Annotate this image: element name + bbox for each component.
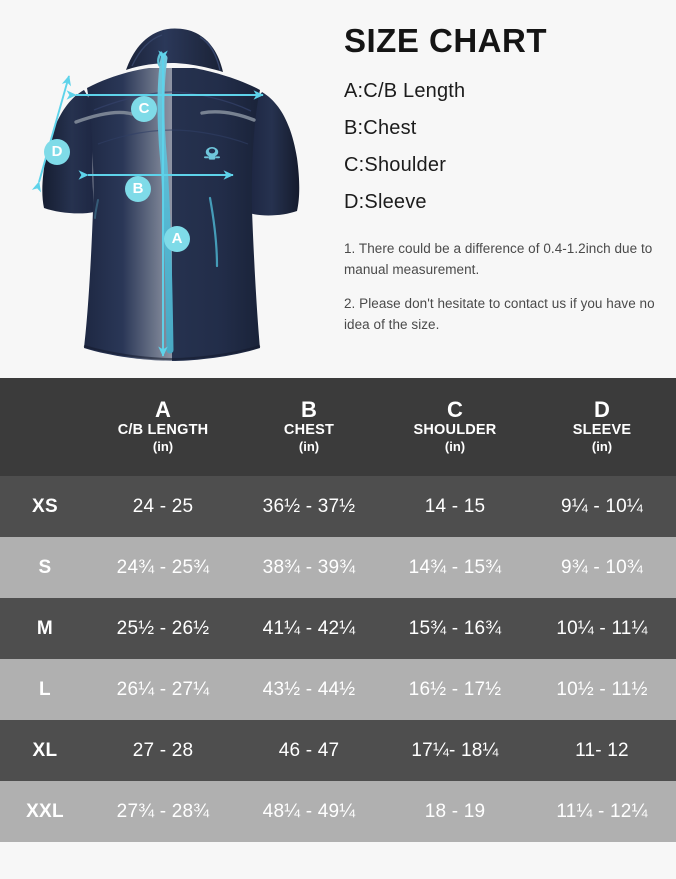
row-value-d: 10¼ - 11¼ (556, 617, 648, 639)
legend-item-b: B:Chest (344, 116, 417, 139)
notes-block: 1. There could be a difference of 0.4-1.… (344, 239, 662, 337)
diagram-marker-c: C (131, 96, 157, 122)
legend-item-d: D:Sleeve (344, 190, 427, 213)
row-value-d: 9¼ - 10¼ (561, 495, 643, 517)
header-unit-a: (in) (152, 438, 174, 454)
row-value-b: 38¾ - 39¾ (262, 556, 356, 578)
row-size-label: L (39, 678, 51, 700)
header-cell-a: A C/B LENGTH (in) (90, 378, 236, 476)
row-value-d: 11¼ - 12¼ (556, 800, 648, 822)
header-letter-b: B (301, 397, 317, 423)
chest-seam (97, 129, 249, 145)
reflective-stripe-right (200, 110, 256, 122)
collar-seam-left (131, 34, 163, 67)
row-value-a: 24 - 25 (132, 495, 194, 517)
header-name-c: SHOULDER (413, 422, 497, 439)
pocket-zip-right (208, 196, 219, 268)
header-name-a: C/B LENGTH (117, 422, 209, 439)
header-unit-d: (in) (591, 438, 613, 454)
table-row: XS 24 - 25 36½ - 37½ 14 - 15 9¼ - 10¼ (0, 476, 676, 537)
note-measurement-tolerance: 1. There could be a difference of 0.4-1.… (344, 240, 653, 277)
diagram-marker-b: B (125, 176, 151, 202)
jacket-right-sleeve (249, 92, 300, 216)
row-value-d: 9¾ - 10¾ (561, 556, 643, 578)
header-name-d: SLEEVE (572, 422, 632, 439)
pocket-zip-left (94, 199, 99, 219)
measure-arrow-d (31, 75, 71, 193)
jacket-illustration (31, 28, 300, 361)
size-table-head: A C/B LENGTH (in) B CHEST (in) C SHOULDE… (0, 378, 676, 476)
header-letter-c: C (447, 397, 463, 423)
row-value-c: 18 - 19 (424, 800, 486, 822)
page-title: SIZE CHART (344, 22, 547, 59)
row-value-b: 46 - 47 (278, 739, 340, 761)
table-header-row: A C/B LENGTH (in) B CHEST (in) C SHOULDE… (0, 378, 676, 476)
header-unit-c: (in) (444, 438, 466, 454)
header-name-b: CHEST (283, 422, 335, 439)
table-row: XXL 27¾ - 28¾ 48¼ - 49¼ 18 - 19 11¼ - 12… (0, 781, 676, 842)
diagram-marker-d: D (44, 139, 70, 165)
row-value-a: 26¼ - 27¼ (116, 678, 210, 700)
row-size-label: XXL (26, 800, 64, 822)
row-value-c: 14¾ - 15¾ (408, 556, 502, 578)
measurement-legend: A:C/B Length B:Chest C:Shoulder D:Sleeve (344, 73, 662, 221)
row-value-a: 27¾ - 28¾ (116, 800, 210, 822)
row-value-b: 41¼ - 42¼ (262, 617, 356, 639)
table-row: M 25½ - 26½ 41¼ - 42¼ 15¾ - 16¾ 10¼ - 11… (0, 598, 676, 659)
row-size-label: XL (32, 739, 58, 761)
info-column: SIZE CHART A:C/B Length B:Chest C:Should… (344, 22, 662, 350)
row-size-label: XS (32, 495, 58, 517)
row-value-b: 36½ - 37½ (262, 495, 356, 517)
top-section: A B C D SIZE CHART A:C/B Length B:Chest … (0, 0, 676, 378)
table-row: S 24¾ - 25¾ 38¾ - 39¾ 14¾ - 15¾ 9¾ - 10¾ (0, 537, 676, 598)
row-size-label: M (36, 617, 54, 639)
legend-item-a: A:C/B Length (344, 79, 466, 102)
row-size-label: S (38, 556, 52, 578)
size-table-body: XS 24 - 25 36½ - 37½ 14 - 15 9¼ - 10¼ S … (0, 476, 676, 842)
header-cell-c: C SHOULDER (in) (382, 378, 528, 476)
row-value-b: 43½ - 44½ (262, 678, 356, 700)
row-value-a: 24¾ - 25¾ (116, 556, 210, 578)
row-value-c: 17¼- 18¼ (411, 739, 499, 761)
header-letter-a: A (155, 397, 171, 423)
garment-diagram: A B C D (14, 14, 324, 369)
legend-item-c: C:Shoulder (344, 153, 447, 176)
table-row: XL 27 - 28 46 - 47 17¼- 18¼ 11- 12 (0, 720, 676, 781)
header-cell-d: D SLEEVE (in) (528, 378, 676, 476)
hem-line (83, 345, 261, 361)
row-value-d: 10½ - 11½ (556, 678, 648, 700)
row-value-c: 14 - 15 (424, 495, 486, 517)
collar-seam-right-2 (206, 40, 221, 72)
note-contact-us: 2. Please don't hesitate to contact us i… (344, 296, 655, 333)
row-value-c: 16½ - 17½ (408, 678, 502, 700)
diagram-marker-a: A (164, 226, 190, 252)
header-unit-b: (in) (298, 438, 320, 454)
jacket-body (84, 68, 260, 361)
header-letter-d: D (594, 397, 610, 423)
row-value-b: 48¼ - 49¼ (262, 800, 356, 822)
table-row: L 26¼ - 27¼ 43½ - 44½ 16½ - 17½ 10½ - 11… (0, 659, 676, 720)
row-value-c: 15¾ - 16¾ (408, 617, 502, 639)
jacket-collar (126, 28, 223, 72)
header-cell-size (0, 378, 90, 476)
row-value-a: 27 - 28 (132, 739, 194, 761)
brand-logo-icon (204, 147, 220, 160)
row-value-a: 25½ - 26½ (116, 617, 210, 639)
row-value-d: 11- 12 (575, 739, 629, 761)
reflective-stripe-left (74, 110, 134, 124)
size-table: A C/B LENGTH (in) B CHEST (in) C SHOULDE… (0, 378, 676, 842)
header-cell-b: B CHEST (in) (236, 378, 382, 476)
